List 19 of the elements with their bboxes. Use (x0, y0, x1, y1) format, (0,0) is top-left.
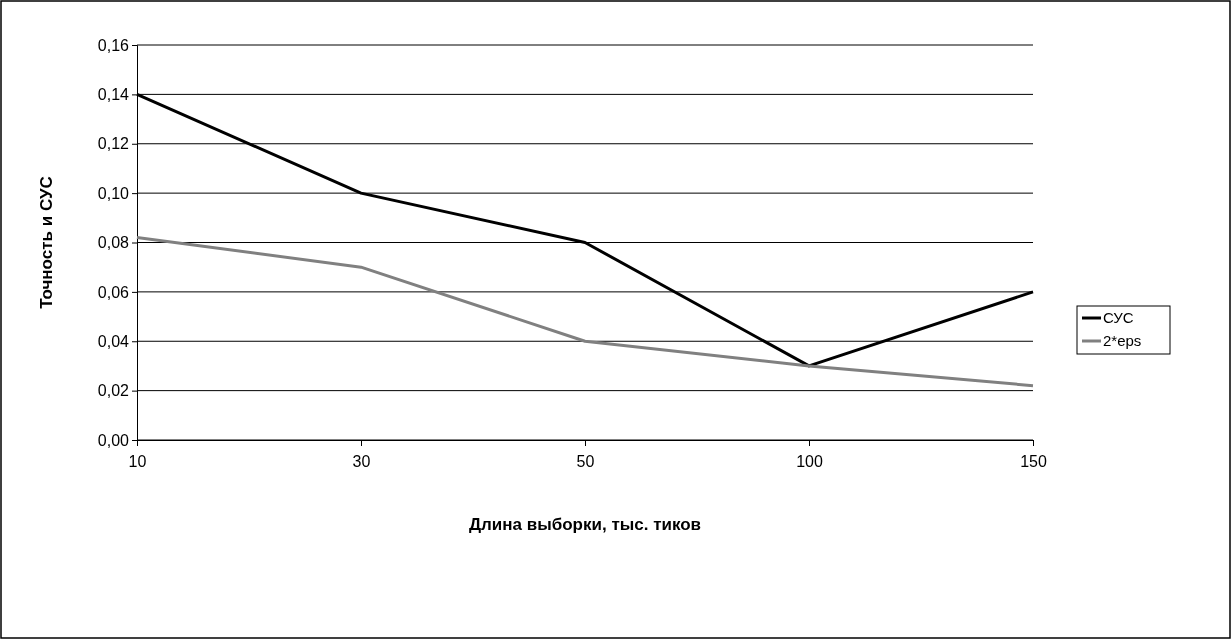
y-tick-label: 0,08 (97, 234, 130, 252)
y-tick-label: 0,14 (97, 86, 130, 103)
y-axis-title: Точность и СУС (37, 176, 56, 309)
y-tick-label: 0,10 (97, 184, 130, 202)
y-tick-label: 0,00 (97, 431, 130, 449)
x-tick-label: 10 (128, 452, 147, 470)
x-tick-label: 100 (796, 452, 823, 470)
y-tick-label: 0,06 (97, 283, 130, 301)
line-series (135, 236, 1035, 388)
y-tick-label: 0,02 (97, 382, 130, 400)
x-tick-label: 150 (1020, 452, 1047, 470)
y-tick-label: 0,16 (97, 36, 130, 54)
y-tick-label: 0,12 (97, 135, 130, 153)
legend-label: 2*eps (1103, 332, 1142, 349)
x-tick-label: 30 (352, 452, 371, 470)
x-axis-title: Длина выборки, тыс. тиков (468, 515, 702, 534)
legend-label: СУС (1103, 309, 1134, 326)
x-tick-label: 50 (576, 452, 595, 470)
y-tick-label: 0,04 (97, 332, 130, 350)
